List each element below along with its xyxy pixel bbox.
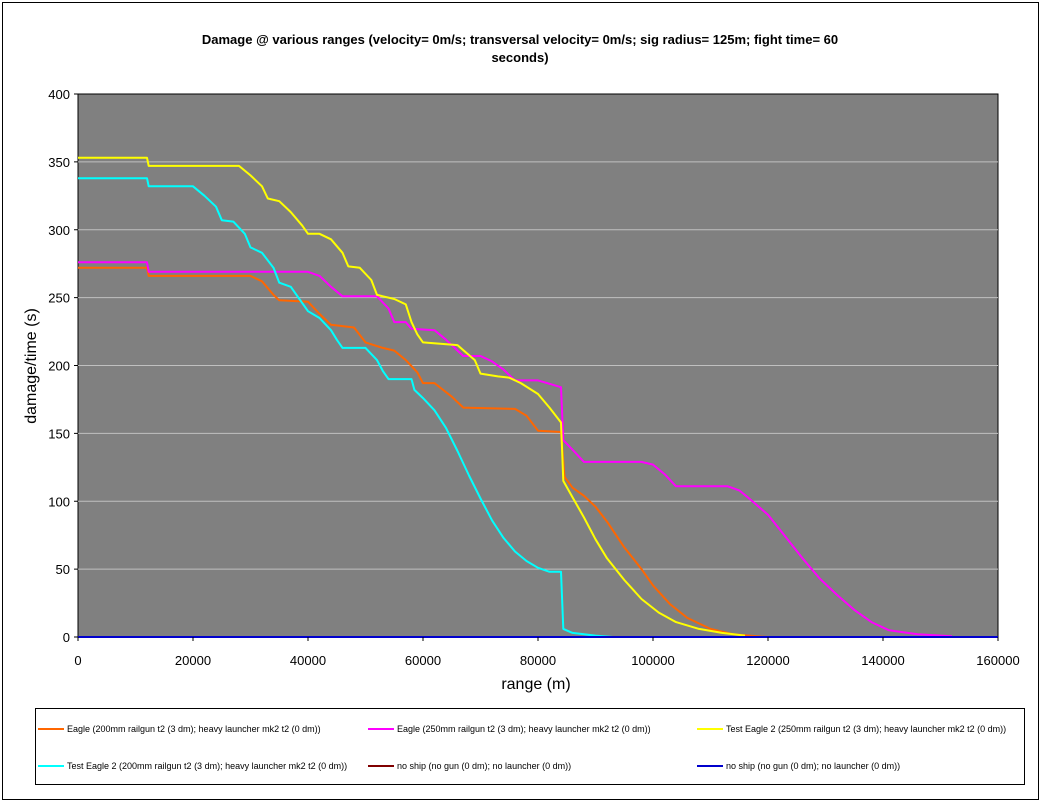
legend-label: Test Eagle 2 (200mm railgun t2 (3 dm); h… [67,761,347,771]
x-tick-label: 100000 [631,653,674,668]
x-tick-label: 120000 [746,653,789,668]
y-tick-label: 250 [48,291,70,306]
y-axis-title: damage/time (s) [23,308,40,424]
legend-label: Eagle (200mm railgun t2 (3 dm); heavy la… [67,724,321,734]
series-line-1 [78,266,769,638]
y-tick-label: 50 [56,562,70,577]
series-line-2 [78,261,953,638]
y-tick-label: 400 [48,87,70,102]
y-tick-label: 300 [48,223,70,238]
y-tick-label: 200 [48,359,70,374]
series-line-3 [78,156,746,637]
x-tick-label: 80000 [520,653,556,668]
y-tick-label: 350 [48,155,70,170]
legend-box [35,708,1025,785]
chart-title-line-1: Damage @ various ranges (velocity= 0m/s;… [202,32,838,47]
legend-label: no ship (no gun (0 dm); no launcher (0 d… [397,761,571,771]
legend-label: no ship (no gun (0 dm); no launcher (0 d… [726,761,900,771]
legend: Eagle (200mm railgun t2 (3 dm); heavy la… [38,724,1006,771]
x-tick-label: 160000 [976,653,1019,668]
x-tick-label: 60000 [405,653,441,668]
legend-label: Eagle (250mm railgun t2 (3 dm); heavy la… [397,724,651,734]
x-tick-label: 140000 [861,653,904,668]
x-axis-ticks: 0 20000 40000 60000 80000 100000 120000 140000 1… [74,637,1020,668]
x-tick-label: 20000 [175,653,211,668]
series-line-4 [78,177,613,638]
y-axis-ticks: 0 50 100 150 200 250 300 350 400 [48,87,78,645]
gridlines [78,161,998,570]
x-tick-label: 40000 [290,653,326,668]
chart-title-line-2: seconds) [491,50,548,65]
y-tick-label: 0 [63,630,70,645]
legend-label: Test Eagle 2 (250mm railgun t2 (3 dm); h… [726,724,1006,734]
x-axis-title: range (m) [501,676,570,693]
y-tick-label: 150 [48,426,70,441]
y-tick-label: 100 [48,494,70,509]
x-tick-label: 0 [74,653,81,668]
